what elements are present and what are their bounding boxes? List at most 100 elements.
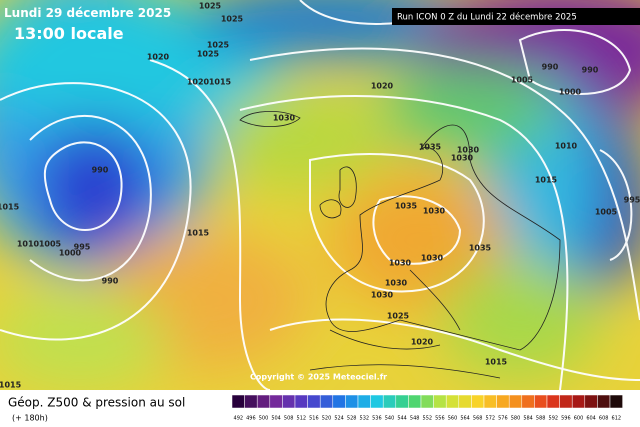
color-swatch [345, 394, 359, 409]
scale-label: 552 [423, 416, 433, 422]
scale-label: 528 [347, 416, 357, 422]
isobar-label: 1025 [221, 15, 244, 24]
scale-label: 536 [372, 416, 382, 422]
isobar-label: 990 [92, 166, 109, 175]
color-swatch [395, 394, 409, 409]
scale-label: 568 [473, 416, 483, 422]
scale-label: 612 [612, 416, 622, 422]
scale-label: 548 [410, 416, 420, 422]
color-swatch [445, 394, 460, 409]
color-swatch [521, 394, 535, 409]
isobar-label: 1015 [187, 229, 210, 238]
color-swatch [546, 394, 560, 409]
isobar-label: 1035 [469, 244, 492, 253]
color-swatch [370, 394, 384, 409]
color-swatch [307, 394, 321, 409]
isobar-label: 1030 [451, 154, 474, 163]
isobar-label: 1010 [17, 240, 40, 249]
isobar-label: 1025 [207, 41, 230, 50]
color-swatch [571, 394, 586, 409]
scale-label: 524 [334, 416, 344, 422]
color-swatch [408, 394, 422, 409]
color-swatch [294, 394, 308, 409]
scale-label: 544 [397, 416, 407, 422]
isobar-label: 1025 [199, 2, 222, 11]
isobar-label: 1035 [419, 143, 442, 152]
color-swatch [597, 394, 611, 409]
scale-label: 588 [536, 416, 546, 422]
scale-label: 512 [297, 416, 307, 422]
color-swatch [534, 394, 548, 409]
scale-label: 572 [486, 416, 496, 422]
color-swatch [584, 394, 598, 409]
color-swatch [244, 394, 258, 409]
color-swatch [559, 394, 573, 409]
color-swatch [471, 394, 485, 409]
scale-label: 576 [498, 416, 508, 422]
isobar-label: 990 [582, 66, 599, 75]
scale-label: 508 [284, 416, 294, 422]
scale-label: 600 [574, 416, 584, 422]
color-swatch [609, 394, 623, 409]
isobar-label: 990 [542, 63, 559, 72]
legend-subtitle: (+ 180h) [12, 414, 48, 423]
isobar-label: 1020 [411, 338, 434, 347]
isobar-label: 1020 [187, 78, 210, 87]
color-swatch [458, 394, 472, 409]
copyright: Copyright © 2025 Meteociel.fr [250, 373, 387, 382]
isobar-label: 1030 [421, 254, 444, 263]
isobar-label: 1030 [385, 279, 408, 288]
color-swatch [420, 394, 434, 409]
color-swatch [319, 394, 334, 409]
isobar-label: 1025 [387, 312, 410, 321]
isobar-label: 1030 [457, 146, 480, 155]
scale-label: 580 [511, 416, 521, 422]
isobar-label: 1000 [559, 88, 582, 97]
run-info: Run ICON 0 Z du Lundi 22 décembre 2025 [397, 12, 577, 23]
isobar-label: 1005 [39, 240, 62, 249]
scale-label: 520 [322, 416, 332, 422]
color-swatch [231, 394, 245, 409]
color-swatch [269, 394, 283, 409]
local-time: 13:00 locale [14, 24, 124, 43]
color-swatch [357, 394, 371, 409]
legend-title: Géop. Z500 & pression au sol [8, 396, 185, 410]
color-swatch [282, 394, 296, 409]
isobar-label: 1030 [423, 207, 446, 216]
color-swatch [382, 394, 397, 409]
color-swatch [433, 394, 447, 409]
isobar-label: 1015 [535, 176, 558, 185]
isobar-label: 1005 [511, 76, 534, 85]
color-swatch [256, 394, 271, 409]
scale-label: 504 [271, 416, 281, 422]
isobar-label: 995 [74, 243, 91, 252]
isobar-label: 995 [624, 196, 640, 205]
isobar-label: 1020 [371, 82, 394, 91]
color-swatch [508, 394, 523, 409]
scale-label: 496 [246, 416, 256, 422]
isobar-label: 1030 [273, 114, 296, 123]
run-box [392, 8, 640, 25]
isobar-label: 1020 [147, 53, 170, 62]
color-swatch [496, 394, 510, 409]
color-swatch [332, 394, 346, 409]
isobar-label: 1015 [0, 381, 22, 390]
isobar-label: 990 [102, 277, 119, 286]
scale-label: 516 [309, 416, 319, 422]
scale-label: 596 [561, 416, 571, 422]
scale-label: 608 [599, 416, 609, 422]
scale-label: 564 [460, 416, 470, 422]
scale-label: 592 [549, 416, 559, 422]
scale-label: 492 [234, 416, 244, 422]
scale-label: 532 [360, 416, 370, 422]
isobar-label: 1005 [595, 208, 618, 217]
isobar-label: 1015 [209, 78, 232, 87]
scale-label: 556 [435, 416, 445, 422]
isobar-label: 1030 [371, 291, 394, 300]
date: Lundi 29 décembre 2025 [4, 6, 171, 20]
scale-label: 500 [259, 416, 269, 422]
scale-label: 604 [586, 416, 596, 422]
isobar-label: 1035 [395, 202, 418, 211]
isobar-label: 1000 [59, 249, 82, 258]
